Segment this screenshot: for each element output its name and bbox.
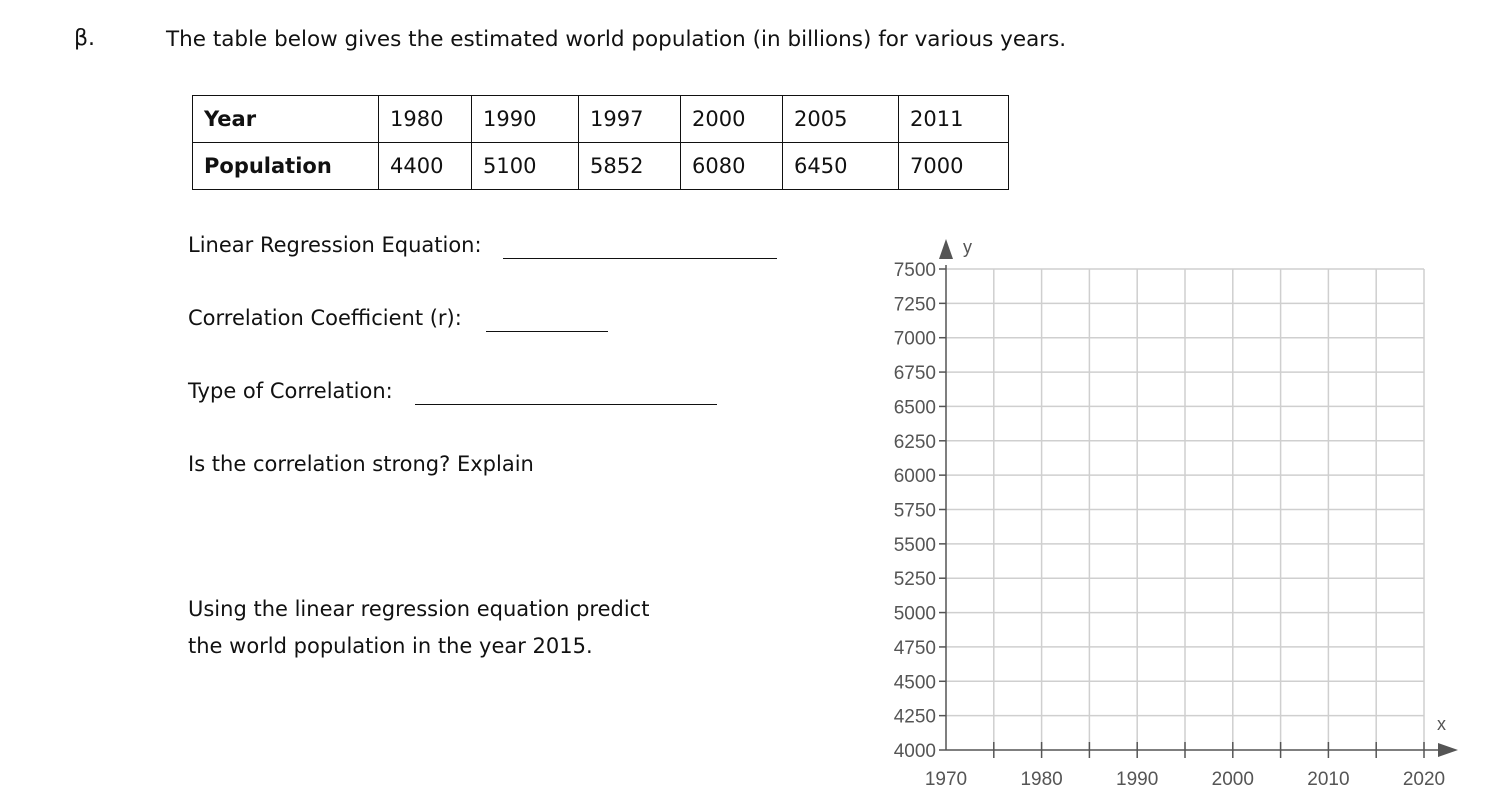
- y-tick-label: 6750: [894, 363, 936, 384]
- population-cell: 7000: [898, 142, 1009, 190]
- tick-labels: 4000 4250 4500 4750 5000 5250 5500 5750 6000 6250…: [894, 260, 1445, 790]
- y-tick-label: 5000: [894, 604, 936, 625]
- regression-answer-line[interactable]: [503, 258, 777, 259]
- prediction-prompt-line2: the world population in the year 2015.: [188, 634, 593, 658]
- y-tick-label: 5250: [894, 569, 936, 590]
- question-prompt: The table below gives the estimated worl…: [166, 27, 1067, 52]
- year-cell: 1997: [578, 95, 681, 143]
- y-tick-label: 5500: [894, 535, 936, 556]
- correlation-strength-prompt: Is the correlation strong? Explain: [188, 452, 534, 476]
- y-axis-label: y: [963, 237, 972, 257]
- y-tick-label: 6250: [894, 432, 936, 453]
- y-tick-label: 7000: [894, 329, 936, 350]
- x-axis-label: x: [1437, 714, 1446, 734]
- y-tick-label: 4500: [894, 672, 936, 693]
- x-tick-label: 1990: [1116, 769, 1158, 790]
- grid-lines: [946, 268, 1425, 750]
- correlation-coefficient-prompt: Correlation Coefficient (r):: [188, 306, 462, 330]
- x-tick-label: 2020: [1403, 769, 1445, 790]
- y-axis-arrow-icon: [939, 239, 953, 259]
- correlation-type-prompt: Type of Correlation:: [188, 379, 393, 403]
- regression-prompt: Linear Regression Equation:: [188, 233, 482, 257]
- year-cell: 2000: [680, 95, 783, 143]
- x-axis-arrow-icon: [1438, 743, 1458, 757]
- x-tick-label: 1970: [925, 769, 967, 790]
- population-cell: 5852: [578, 142, 681, 190]
- y-tick-label: 7250: [894, 294, 936, 315]
- y-tick-label: 4000: [894, 741, 936, 762]
- question-number: β.: [74, 26, 96, 51]
- prediction-prompt-line1: Using the linear regression equation pre…: [188, 597, 650, 621]
- population-table: Year 1980 1990 1997 2000 2005 2011 Popul…: [192, 95, 1009, 190]
- correlation-type-answer-line[interactable]: [415, 404, 717, 405]
- y-tick-label: 6500: [894, 397, 936, 418]
- x-tick-label: 1980: [1020, 769, 1062, 790]
- correlation-coefficient-answer-line[interactable]: [486, 331, 608, 332]
- y-tick-label: 4250: [894, 707, 936, 728]
- y-tick-label: 5750: [894, 501, 936, 522]
- population-cell: 4400: [378, 142, 472, 190]
- y-tick-label: 4750: [894, 638, 936, 659]
- x-tick-label: 2010: [1307, 769, 1349, 790]
- table-row-population: Population 4400 5100 5852 6080 6450 7000: [192, 142, 1009, 190]
- population-cell: 6080: [680, 142, 783, 190]
- y-tick-label: 6000: [894, 466, 936, 487]
- year-cell: 2005: [782, 95, 899, 143]
- table-row-year: Year 1980 1990 1997 2000 2005 2011: [192, 95, 1009, 143]
- axes: [939, 239, 1458, 757]
- population-header: Population: [192, 142, 379, 190]
- x-tick-label: 2000: [1212, 769, 1254, 790]
- population-cell: 6450: [782, 142, 899, 190]
- population-cell: 5100: [471, 142, 579, 190]
- y-tick-label: 7500: [894, 260, 936, 281]
